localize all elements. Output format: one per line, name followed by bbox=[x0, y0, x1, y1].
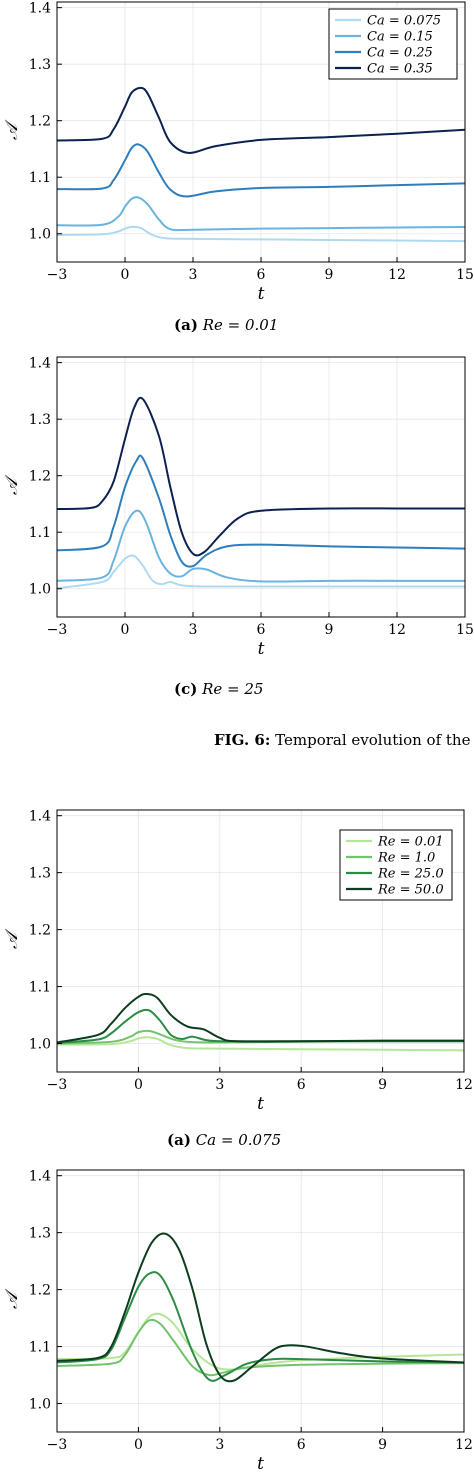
y-tick-label: 1.2 bbox=[29, 114, 51, 130]
y-axis-label: 𝒜 bbox=[2, 474, 22, 495]
x-tick-label: 0 bbox=[121, 622, 130, 638]
y-axis-label: 𝒜 bbox=[2, 1288, 22, 1309]
subcaption-text: Ca = 0.075 bbox=[195, 1131, 282, 1149]
x-axis-label: t bbox=[258, 639, 265, 659]
y-tick-label: 1.1 bbox=[29, 170, 51, 186]
chart-svg-2: −3 0 3 6 9 12 15 1.0 1.1 1.2 1.3 1.4 t 𝒜 bbox=[2, 356, 474, 659]
x-tick-label: 0 bbox=[121, 267, 130, 283]
x-tick-label: 12 bbox=[388, 622, 406, 638]
x-axis-label: t bbox=[257, 1454, 264, 1474]
y-axis-label: 𝒜 bbox=[2, 119, 22, 140]
figure-caption-label: FIG. 6: bbox=[214, 731, 271, 749]
subcaption-label: (a) bbox=[174, 316, 198, 334]
y-tick-label: 1.3 bbox=[29, 1226, 51, 1242]
x-tick-label: 9 bbox=[378, 1077, 387, 1093]
chart-panel-ca-re25: −3 0 3 6 9 12 15 1.0 1.1 1.2 1.3 1.4 t 𝒜 bbox=[0, 355, 474, 665]
series-line-1 bbox=[57, 1036, 464, 1052]
series-line-3 bbox=[57, 454, 465, 568]
x-tick-label: −3 bbox=[47, 267, 68, 283]
legend-label: Ca = 0.15 bbox=[367, 30, 433, 45]
x-tick-label: 12 bbox=[388, 267, 406, 283]
x-tick-label: 12 bbox=[455, 1077, 473, 1093]
subcaption-text: Re = 25 bbox=[202, 680, 264, 698]
chart-panel-re: −3 0 3 6 9 12 1.0 1.1 1.2 1.3 1.4 t 𝒜 Re = 0.01 Re = 1… bbox=[0, 809, 474, 1114]
y-tick-label: 1.2 bbox=[29, 1283, 51, 1299]
series-line-1 bbox=[57, 554, 465, 590]
x-tick-label: 0 bbox=[134, 1437, 143, 1453]
x-tick-label: 15 bbox=[456, 267, 474, 283]
y-axis-label: 𝒜 bbox=[2, 928, 22, 949]
legend-label: Re = 25.0 bbox=[377, 867, 444, 882]
x-tick-label: 3 bbox=[189, 622, 198, 638]
x-tick-label: 9 bbox=[378, 1437, 387, 1453]
series-line-2 bbox=[57, 1318, 464, 1377]
x-tick-label: 9 bbox=[325, 267, 334, 283]
x-tick-label: −3 bbox=[47, 622, 68, 638]
legend-label: Ca = 0.25 bbox=[367, 46, 433, 61]
x-tick-label: 9 bbox=[325, 622, 334, 638]
x-tick-label: −3 bbox=[47, 1077, 68, 1093]
y-tick-label: 1.4 bbox=[29, 356, 51, 372]
series-line-3 bbox=[57, 143, 465, 198]
y-tick-label: 1.1 bbox=[29, 980, 51, 996]
x-tick-label: 6 bbox=[297, 1077, 306, 1093]
y-tick-label: 1.4 bbox=[29, 1169, 51, 1185]
series-line-2 bbox=[57, 196, 465, 232]
x-tick-label: 15 bbox=[456, 622, 474, 638]
figure-caption: FIG. 6: Temporal evolution of the bbox=[214, 731, 470, 749]
y-tick-label: 1.3 bbox=[29, 57, 51, 73]
series-line-4 bbox=[57, 396, 465, 557]
y-tick-label: 1.3 bbox=[29, 866, 51, 882]
series-line-1 bbox=[57, 225, 465, 243]
x-tick-label: 0 bbox=[134, 1077, 143, 1093]
legend-label: Ca = 0.075 bbox=[367, 14, 441, 29]
chart-panel-re-2: −3 0 3 6 9 12 1.0 1.1 1.2 1.3 1.4 t 𝒜 bbox=[0, 1168, 474, 1479]
legend-label: Ca = 0.35 bbox=[367, 62, 433, 77]
figure-caption-text: Temporal evolution of the bbox=[275, 731, 471, 749]
subcaption-a-re: (a) Re = 0.01 bbox=[174, 316, 278, 334]
y-tick-label: 1.0 bbox=[29, 227, 51, 243]
subcaption-label: (a) bbox=[167, 1131, 191, 1149]
subcaption-label: (c) bbox=[174, 680, 198, 698]
legend-label: Re = 50.0 bbox=[377, 883, 444, 898]
y-tick-label: 1.1 bbox=[29, 525, 51, 541]
x-tick-label: 6 bbox=[297, 1437, 306, 1453]
y-tick-label: 1.0 bbox=[29, 582, 51, 598]
y-tick-label: 1.2 bbox=[29, 923, 51, 939]
legend-label: Re = 1.0 bbox=[377, 851, 435, 866]
subcaption-a-ca: (a) Ca = 0.075 bbox=[167, 1131, 281, 1149]
y-tick-label: 1.1 bbox=[29, 1340, 51, 1356]
y-tick-label: 1.4 bbox=[29, 1, 51, 17]
y-tick-label: 1.4 bbox=[29, 809, 51, 825]
plot-frame bbox=[56, 809, 465, 1073]
chart-panel-ca: −3 0 3 6 9 12 15 1.0 1.1 1.2 1.3 1.4 t 𝒜 Ca = 0.075 Ca … bbox=[0, 0, 474, 310]
x-tick-label: 6 bbox=[257, 267, 266, 283]
y-tick-label: 1.0 bbox=[29, 1397, 51, 1413]
x-axis-label: t bbox=[258, 284, 265, 304]
x-axis-label: t bbox=[257, 1094, 264, 1114]
series-line-4 bbox=[57, 1232, 464, 1383]
series-line-2 bbox=[57, 509, 465, 583]
x-tick-label: 3 bbox=[215, 1437, 224, 1453]
series-line-4 bbox=[57, 86, 465, 154]
subcaption-text: Re = 0.01 bbox=[202, 316, 279, 334]
series-line-4 bbox=[57, 992, 464, 1044]
y-tick-label: 1.2 bbox=[29, 469, 51, 485]
x-tick-label: 12 bbox=[455, 1437, 473, 1453]
legend-label: Re = 0.01 bbox=[377, 835, 444, 850]
plot-frame bbox=[56, 1169, 465, 1433]
x-tick-label: 6 bbox=[257, 622, 266, 638]
y-tick-label: 1.0 bbox=[29, 1037, 51, 1053]
subcaption-c-re: (c) Re = 25 bbox=[174, 680, 263, 698]
x-tick-label: 3 bbox=[189, 267, 198, 283]
y-tick-label: 1.3 bbox=[29, 412, 51, 428]
chart-svg-4: −3 0 3 6 9 12 1.0 1.1 1.2 1.3 1.4 t 𝒜 bbox=[2, 1169, 473, 1474]
series-line-3 bbox=[57, 1271, 464, 1382]
x-tick-label: 3 bbox=[215, 1077, 224, 1093]
x-tick-label: −3 bbox=[47, 1437, 68, 1453]
